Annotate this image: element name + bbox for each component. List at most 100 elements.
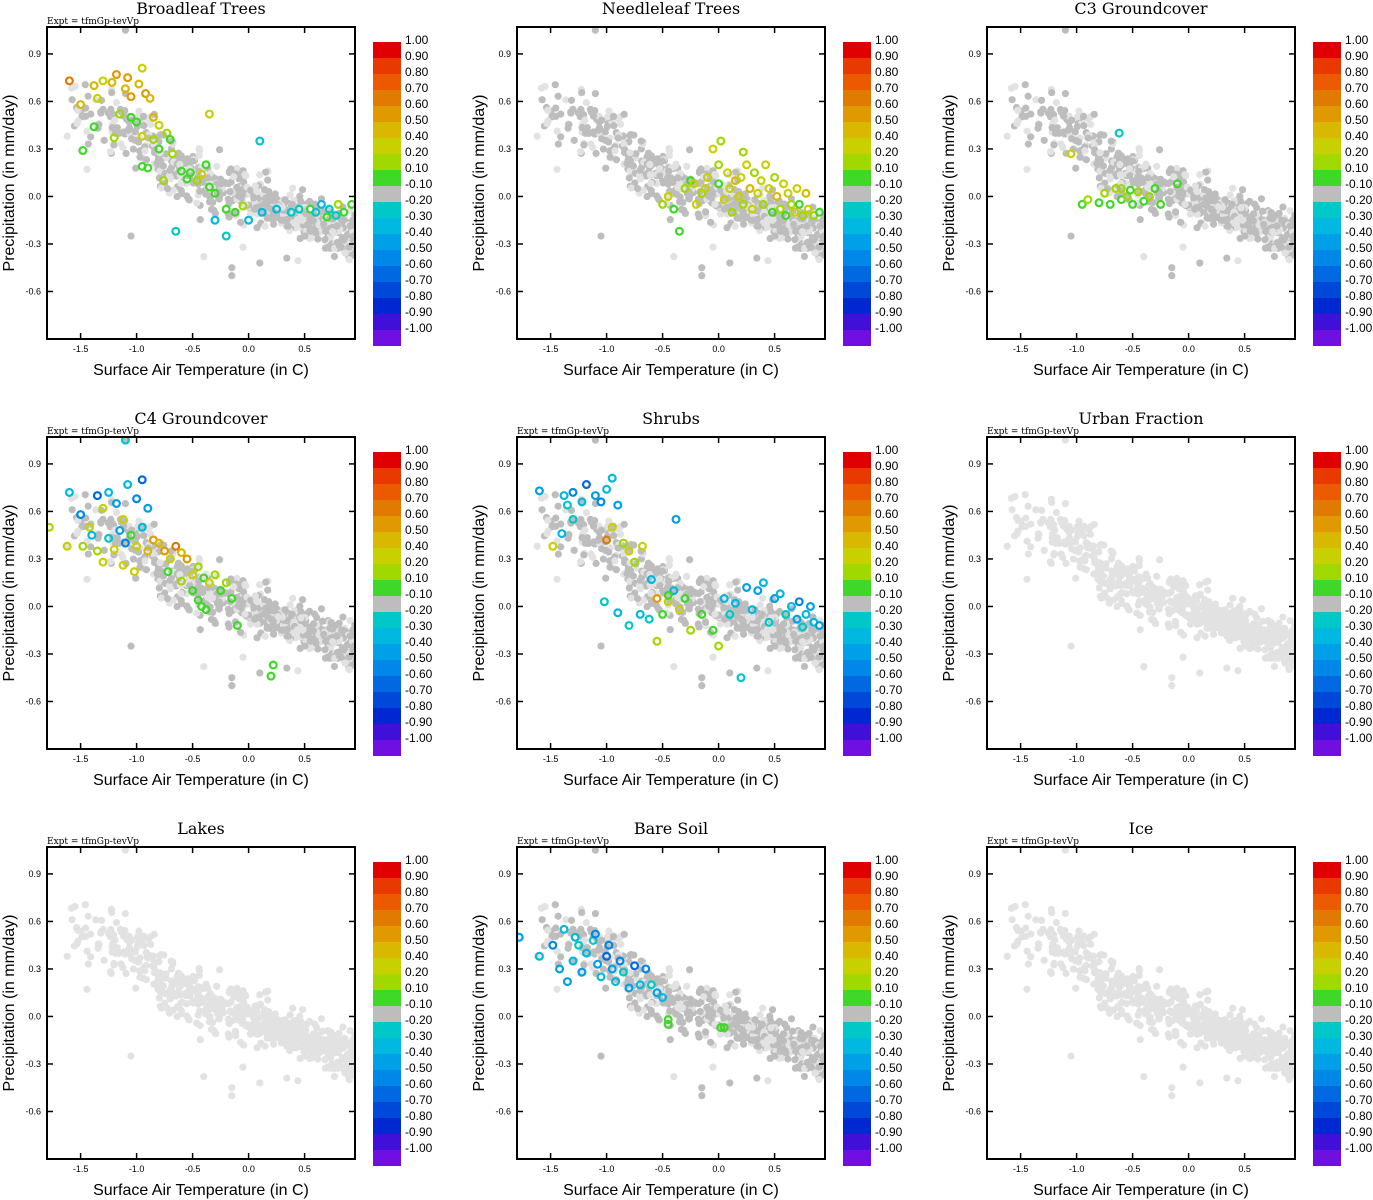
colorbar-label: 0.20	[875, 555, 899, 569]
highlighted-point	[708, 144, 718, 154]
colorbar-swatch	[843, 724, 871, 740]
background-point	[756, 601, 764, 609]
y-tick-label: 0.3	[968, 554, 981, 564]
background-point	[1032, 96, 1040, 104]
colorbar-swatch	[373, 596, 401, 612]
highlighted-point	[548, 541, 558, 551]
background-point	[1168, 264, 1176, 272]
background-point	[321, 1056, 329, 1064]
colorbar-label: 0.20	[405, 145, 429, 159]
background-point	[281, 606, 289, 614]
background-point	[554, 92, 562, 100]
highlighted-point	[123, 73, 133, 83]
highlighted-point	[78, 146, 88, 156]
background-point	[306, 227, 314, 235]
background-point	[656, 582, 664, 590]
background-point	[1080, 532, 1088, 540]
highlighted-point	[1144, 191, 1154, 201]
highlighted-point	[803, 204, 813, 214]
background-point	[129, 965, 138, 973]
colorbar-label: 0.20	[1345, 555, 1369, 569]
colorbar-label: -0.50	[1345, 651, 1373, 665]
colorbar-label: 0.50	[875, 523, 899, 537]
background-point	[183, 602, 191, 610]
background-point	[1268, 625, 1277, 633]
background-point	[280, 216, 289, 224]
highlighted-point	[801, 188, 811, 198]
y-tick-label: -0.6	[965, 696, 981, 706]
background-point	[330, 252, 339, 261]
highlighted-point	[652, 594, 662, 604]
background-point	[228, 272, 236, 280]
background-point	[1165, 213, 1173, 221]
background-point	[163, 184, 172, 193]
background-point	[121, 27, 129, 34]
background-point	[1243, 221, 1251, 229]
highlighted-point	[266, 671, 276, 681]
colorbar-swatch	[373, 282, 401, 298]
background-point	[195, 554, 203, 563]
highlighted-point	[781, 210, 791, 220]
highlighted-point	[76, 100, 86, 110]
colorbar-label: -0.30	[875, 619, 903, 633]
background-point	[1273, 222, 1281, 230]
background-point	[121, 499, 130, 508]
background-point	[215, 556, 224, 564]
highlighted-point	[85, 522, 95, 532]
background-point	[1107, 137, 1115, 145]
background-point	[764, 257, 772, 265]
background-point	[656, 158, 664, 166]
background-point	[74, 527, 82, 535]
x-tick-label: 0.5	[298, 344, 311, 354]
background-point	[218, 177, 226, 186]
background-point	[1021, 81, 1029, 89]
background-point	[1223, 664, 1231, 672]
background-point	[195, 586, 203, 595]
y-tick-label: 0.9	[28, 49, 41, 59]
colorbar-swatch	[1313, 548, 1341, 564]
background-point	[83, 165, 91, 173]
highlighted-point	[624, 546, 634, 556]
background-point	[1237, 614, 1245, 622]
background-point	[1040, 546, 1048, 554]
background-point	[578, 88, 586, 97]
highlighted-point	[1111, 184, 1121, 194]
background-point	[1275, 619, 1283, 627]
background-point	[811, 659, 819, 667]
background-point	[286, 191, 294, 199]
background-point	[577, 515, 585, 523]
background-point	[554, 140, 562, 148]
highlighted-point	[294, 204, 304, 214]
colorbar-swatch	[843, 644, 871, 660]
colorbar-swatch	[1313, 452, 1341, 468]
colorbar-label: 0.50	[405, 523, 429, 537]
background-point	[339, 236, 348, 244]
background-point	[1068, 135, 1076, 143]
x-tick-label: -0.5	[655, 344, 671, 354]
background-point	[250, 615, 259, 623]
colorbar-swatch	[843, 660, 871, 676]
background-point	[598, 545, 606, 553]
highlighted-point	[767, 207, 777, 217]
colorbar-swatch	[373, 90, 401, 106]
colorbar-label: 0.90	[1345, 459, 1369, 473]
background-point	[1168, 682, 1176, 690]
background-point	[1187, 186, 1195, 194]
background-point	[84, 502, 92, 510]
background-point	[1264, 653, 1272, 661]
background-point	[784, 645, 792, 653]
colorbar-swatch	[843, 580, 871, 596]
panel-title: Lakes	[177, 819, 225, 838]
background-point	[809, 236, 818, 244]
background-point	[541, 82, 549, 91]
background-point	[1238, 596, 1247, 604]
highlighted-point	[89, 81, 99, 91]
background-point	[777, 234, 786, 242]
colorbar-label: -0.70	[875, 273, 903, 287]
highlighted-point	[1156, 199, 1166, 209]
background-point	[328, 625, 337, 633]
highlighted-point	[322, 212, 332, 222]
colorbar-swatch	[1313, 42, 1341, 58]
background-point	[627, 594, 635, 602]
